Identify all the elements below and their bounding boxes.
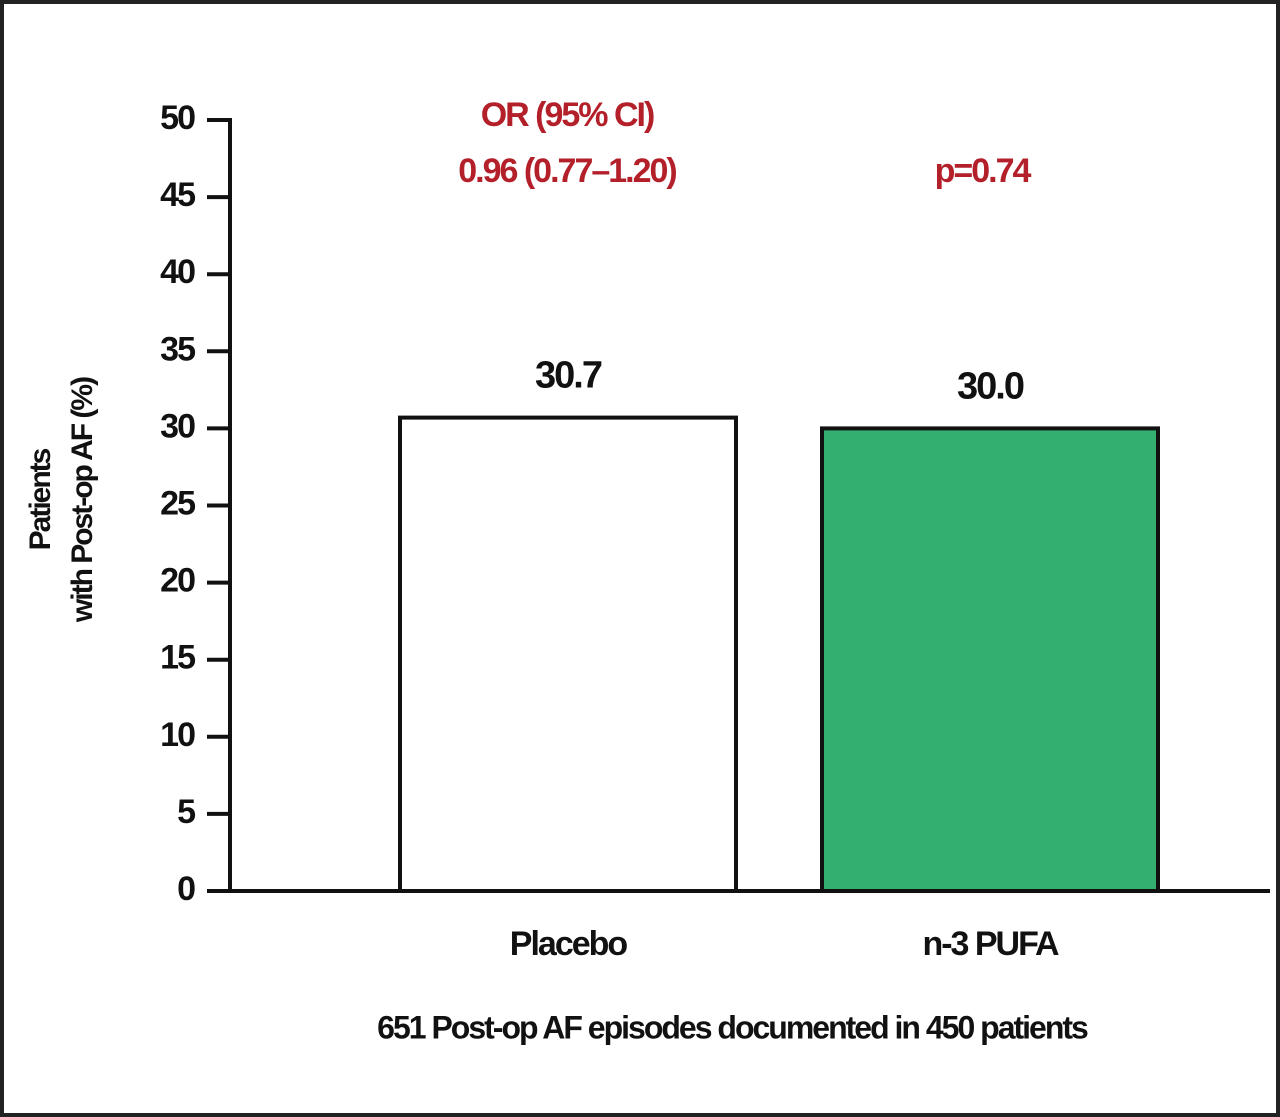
x-tick-label: n-3 PUFA	[922, 925, 1059, 963]
y-tick-label: 45	[160, 176, 195, 214]
y-tick-label: 20	[160, 562, 195, 600]
y-tick-label: 10	[160, 716, 195, 754]
footnote: 651 Post-op AF episodes documented in 45…	[377, 1009, 1088, 1045]
x-tick-label: Placebo	[510, 925, 628, 963]
annotation: 0.96 (0.77–1.20)	[458, 152, 676, 190]
y-tick-label: 5	[177, 793, 195, 831]
annotation: p=0.74	[935, 152, 1032, 190]
y-tick-label: 40	[160, 253, 195, 291]
y-tick-label: 25	[160, 484, 195, 522]
y-tick-label: 30	[160, 407, 195, 445]
bar	[398, 415, 738, 893]
y-axis-label: with Post-op AF (%)	[66, 377, 99, 623]
value-label: 30.0	[957, 365, 1024, 407]
value-label: 30.7	[535, 355, 602, 397]
y-tick-label: 35	[160, 330, 195, 368]
annotation: OR (95% CI)	[481, 96, 654, 134]
y-axis-label: Patients	[24, 448, 57, 550]
bar	[820, 426, 1160, 893]
y-tick-label: 50	[160, 99, 195, 137]
y-tick-label: 15	[160, 639, 195, 677]
y-tick-label: 0	[177, 870, 195, 908]
